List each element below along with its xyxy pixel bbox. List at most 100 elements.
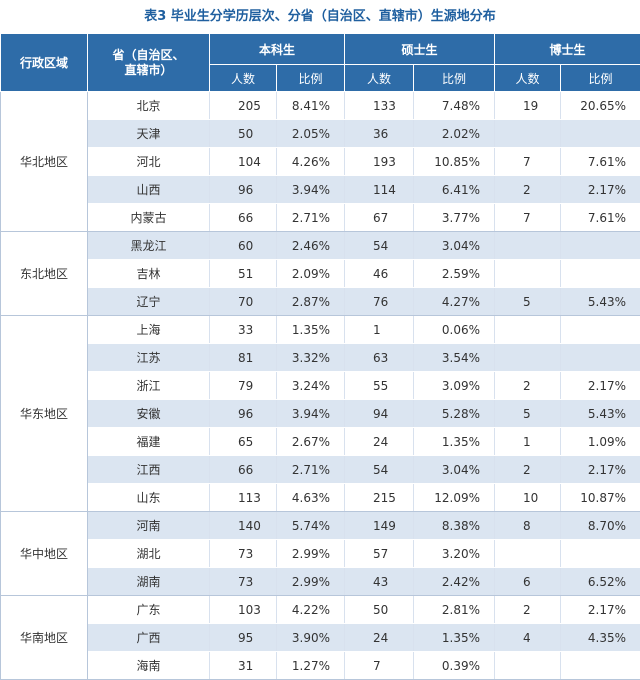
region-cell: 华中地区: [1, 512, 88, 596]
province-cell: 山西: [88, 176, 210, 204]
doctor-ratio-cell: 2.17%: [561, 372, 640, 400]
master-count-cell: 193: [345, 148, 414, 176]
master-count-cell: 54: [345, 456, 414, 484]
province-cell: 北京: [88, 92, 210, 120]
bachelor-count-cell: 50: [210, 120, 277, 148]
doctor-ratio-cell: [561, 652, 640, 680]
master-count-cell: 57: [345, 540, 414, 568]
master-ratio-cell: 12.09%: [414, 484, 495, 512]
province-cell: 福建: [88, 428, 210, 456]
doctor-ratio-cell: [561, 260, 640, 288]
master-count-cell: 55: [345, 372, 414, 400]
bachelor-count-cell: 70: [210, 288, 277, 316]
bachelor-count-cell: 104: [210, 148, 277, 176]
doctor-count-cell: 6: [495, 568, 561, 596]
doctor-count-cell: 2: [495, 372, 561, 400]
master-count-cell: 67: [345, 204, 414, 232]
doctor-ratio-cell: [561, 316, 640, 344]
bachelor-count-cell: 33: [210, 316, 277, 344]
header-master-ratio: 比例: [414, 65, 495, 92]
distribution-table: 行政区域 省（自治区、 直辖市） 本科生 硕士生 博士生 人数 比例 人数 比例…: [0, 33, 640, 680]
doctor-count-cell: [495, 232, 561, 260]
doctor-count-cell: 2: [495, 596, 561, 624]
doctor-count-cell: [495, 260, 561, 288]
bachelor-ratio-cell: 2.46%: [277, 232, 345, 260]
bachelor-count-cell: 60: [210, 232, 277, 260]
doctor-count-cell: 5: [495, 400, 561, 428]
bachelor-ratio-cell: 2.05%: [277, 120, 345, 148]
bachelor-count-cell: 95: [210, 624, 277, 652]
doctor-ratio-cell: 5.43%: [561, 288, 640, 316]
header-province: 省（自治区、 直辖市）: [88, 34, 210, 92]
region-cell: 华南地区: [1, 596, 88, 680]
doctor-ratio-cell: [561, 120, 640, 148]
doctor-count-cell: 1: [495, 428, 561, 456]
table-header: 行政区域 省（自治区、 直辖市） 本科生 硕士生 博士生 人数 比例 人数 比例…: [1, 34, 640, 92]
header-doctor: 博士生: [495, 34, 640, 65]
bachelor-ratio-cell: 2.99%: [277, 540, 345, 568]
province-cell: 河北: [88, 148, 210, 176]
master-count-cell: 36: [345, 120, 414, 148]
province-cell: 海南: [88, 652, 210, 680]
doctor-ratio-cell: 2.17%: [561, 176, 640, 204]
region-cell: 华东地区: [1, 316, 88, 512]
master-ratio-cell: 2.81%: [414, 596, 495, 624]
doctor-count-cell: 7: [495, 204, 561, 232]
master-ratio-cell: 3.04%: [414, 232, 495, 260]
province-cell: 吉林: [88, 260, 210, 288]
bachelor-count-cell: 73: [210, 568, 277, 596]
header-region: 行政区域: [1, 34, 88, 92]
doctor-count-cell: [495, 316, 561, 344]
master-ratio-cell: 5.28%: [414, 400, 495, 428]
header-province-line1: 省（自治区、: [112, 48, 184, 62]
bachelor-ratio-cell: 3.24%: [277, 372, 345, 400]
bachelor-count-cell: 31: [210, 652, 277, 680]
province-cell: 辽宁: [88, 288, 210, 316]
province-cell: 内蒙古: [88, 204, 210, 232]
province-cell: 湖南: [88, 568, 210, 596]
master-ratio-cell: 2.42%: [414, 568, 495, 596]
bachelor-ratio-cell: 3.94%: [277, 176, 345, 204]
doctor-ratio-cell: 20.65%: [561, 92, 640, 120]
header-bachelor-ratio: 比例: [277, 65, 345, 92]
master-ratio-cell: 0.39%: [414, 652, 495, 680]
province-cell: 广西: [88, 624, 210, 652]
master-count-cell: 76: [345, 288, 414, 316]
region-cell: 华北地区: [1, 92, 88, 232]
province-cell: 安徽: [88, 400, 210, 428]
province-cell: 江苏: [88, 344, 210, 372]
doctor-count-cell: 7: [495, 148, 561, 176]
bachelor-count-cell: 96: [210, 400, 277, 428]
doctor-count-cell: 2: [495, 456, 561, 484]
bachelor-ratio-cell: 3.90%: [277, 624, 345, 652]
header-master-count: 人数: [345, 65, 414, 92]
master-ratio-cell: 6.41%: [414, 176, 495, 204]
bachelor-ratio-cell: 4.26%: [277, 148, 345, 176]
bachelor-ratio-cell: 2.71%: [277, 204, 345, 232]
region-cell: 东北地区: [1, 232, 88, 316]
province-cell: 上海: [88, 316, 210, 344]
doctor-count-cell: [495, 120, 561, 148]
doctor-count-cell: 2: [495, 176, 561, 204]
province-cell: 山东: [88, 484, 210, 512]
province-cell: 江西: [88, 456, 210, 484]
bachelor-ratio-cell: 2.67%: [277, 428, 345, 456]
master-count-cell: 7: [345, 652, 414, 680]
master-ratio-cell: 3.54%: [414, 344, 495, 372]
doctor-ratio-cell: 10.87%: [561, 484, 640, 512]
master-count-cell: 149: [345, 512, 414, 540]
doctor-ratio-cell: [561, 540, 640, 568]
master-count-cell: 63: [345, 344, 414, 372]
